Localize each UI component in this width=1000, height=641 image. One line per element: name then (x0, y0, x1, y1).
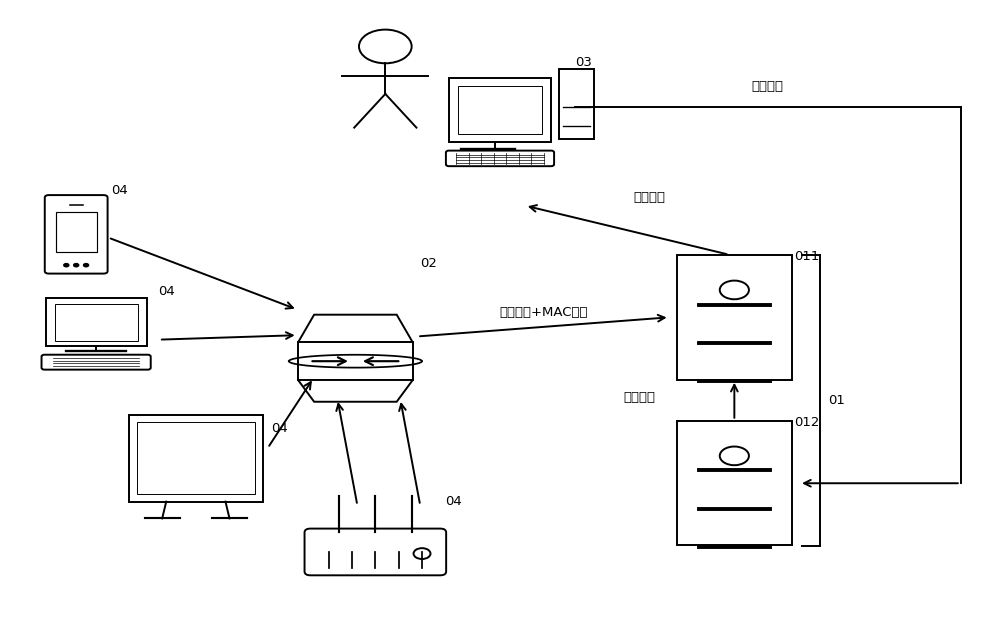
Bar (458, 86, 542, 134)
Circle shape (64, 263, 69, 267)
Text: 02: 02 (420, 256, 437, 270)
Bar (677, 255, 792, 379)
Bar (677, 421, 792, 545)
Text: 04: 04 (445, 495, 462, 508)
Text: 011: 011 (794, 250, 820, 263)
Bar (56, 212, 97, 253)
Text: 校正数据: 校正数据 (752, 79, 784, 93)
Text: 03: 03 (575, 56, 592, 69)
Bar (137, 422, 255, 494)
FancyBboxPatch shape (305, 529, 446, 576)
FancyBboxPatch shape (42, 354, 151, 370)
Text: 模型更新: 模型更新 (624, 390, 656, 404)
Polygon shape (298, 380, 413, 402)
Circle shape (74, 263, 79, 267)
Bar (46, 298, 147, 346)
Bar (55, 304, 138, 341)
Text: 04: 04 (158, 285, 175, 298)
Text: 04: 04 (111, 185, 128, 197)
Bar (449, 78, 551, 142)
Circle shape (84, 263, 89, 267)
Text: 01: 01 (828, 394, 845, 407)
Bar (129, 415, 263, 502)
Text: 04: 04 (271, 422, 287, 435)
FancyBboxPatch shape (446, 151, 554, 166)
Bar (298, 342, 413, 380)
Text: 012: 012 (794, 416, 820, 429)
Polygon shape (298, 315, 413, 342)
Text: 设备型号: 设备型号 (634, 191, 666, 204)
Bar (559, 69, 594, 138)
FancyBboxPatch shape (45, 195, 108, 274)
Text: 设备名称+MAC地址: 设备名称+MAC地址 (499, 306, 588, 319)
